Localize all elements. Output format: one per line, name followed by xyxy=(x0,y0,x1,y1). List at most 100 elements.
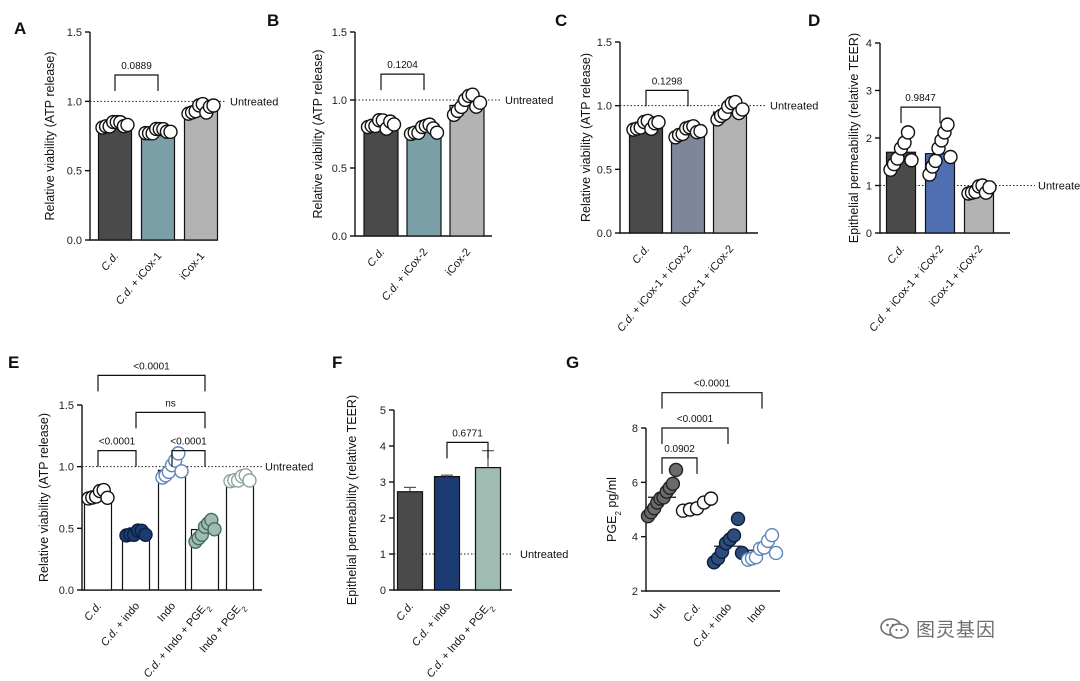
data-point xyxy=(163,124,178,140)
bar xyxy=(183,109,219,241)
p-value-label: 0.0889 xyxy=(121,61,152,72)
y-tick-label: 8 xyxy=(632,423,638,435)
panel-label: A xyxy=(14,19,26,38)
category-label: C.d. + iCox-1 xyxy=(114,250,165,307)
y-tick-label: 2 xyxy=(380,513,386,525)
y-tick-label: 0 xyxy=(866,228,872,240)
significance-bracket xyxy=(97,450,137,467)
panel-A: A 0.0 0.5 1.0 1.5 Relative viability (ATP rel… xyxy=(14,19,278,307)
bar xyxy=(121,532,151,591)
data-point xyxy=(730,511,746,527)
bar xyxy=(474,467,502,591)
bar xyxy=(628,125,664,234)
significance-bracket xyxy=(114,74,159,91)
data-point xyxy=(764,527,780,543)
significance-bracket xyxy=(661,392,763,409)
data-point xyxy=(386,117,402,132)
y-tick-label: 0.5 xyxy=(332,163,347,175)
wechat-icon xyxy=(880,617,909,639)
watermark-text: 图灵基因 xyxy=(916,619,997,641)
p-value-label: 0.1298 xyxy=(652,76,683,87)
significance-bracket xyxy=(380,73,425,91)
panel-label: C xyxy=(555,11,567,30)
y-tick-label: 1.0 xyxy=(59,462,74,474)
bar xyxy=(406,129,442,237)
category-label: Indo xyxy=(745,601,768,625)
data-point xyxy=(207,522,222,537)
significance-bracket xyxy=(661,427,729,444)
panel-label: D xyxy=(808,11,820,30)
category-label: C.d. xyxy=(681,601,703,624)
panel-label: E xyxy=(8,353,19,372)
bar xyxy=(225,478,255,591)
data-point xyxy=(726,528,742,543)
significance-bracket xyxy=(171,450,206,467)
category-label: iCox-2 xyxy=(444,246,474,278)
y-tick-label: 0.5 xyxy=(597,164,612,176)
y-axis-label: Epithelial permeability (relative TEER) xyxy=(847,33,861,243)
data-point xyxy=(100,490,115,505)
y-tick-label: 0.5 xyxy=(59,523,74,535)
category-label: Unt xyxy=(648,601,668,622)
bar xyxy=(83,494,113,591)
data-point xyxy=(206,98,221,113)
reference-label: Untreated xyxy=(230,96,278,108)
y-tick-label: 5 xyxy=(380,405,386,417)
data-point xyxy=(665,476,681,492)
category-label: C.d. xyxy=(885,243,907,266)
data-point xyxy=(982,180,997,195)
data-point xyxy=(768,545,784,561)
significance-bracket xyxy=(645,89,689,107)
reference-label: Untreated xyxy=(505,95,553,107)
data-point xyxy=(668,462,684,478)
data-point xyxy=(735,102,750,117)
category-label: C.d. xyxy=(365,246,387,269)
reference-label: Untreated xyxy=(265,462,313,474)
y-tick-label: 1.5 xyxy=(59,400,74,412)
y-axis-label: PGE2 pg/ml xyxy=(605,477,623,542)
significance-bracket xyxy=(900,106,941,124)
category-label: Indo xyxy=(155,600,178,624)
y-tick-label: 1 xyxy=(866,181,872,193)
p-value-label: <0.0001 xyxy=(170,437,207,448)
y-tick-label: 1.0 xyxy=(67,96,82,108)
data-point xyxy=(120,117,135,133)
data-point xyxy=(943,149,958,165)
bar xyxy=(712,111,748,234)
bar xyxy=(363,123,399,237)
data-point xyxy=(171,446,186,461)
bar xyxy=(396,491,424,591)
y-tick-label: 0 xyxy=(380,585,386,597)
bar xyxy=(924,153,956,234)
panel-label: B xyxy=(267,11,279,30)
data-point xyxy=(174,464,189,479)
category-label: C.d. xyxy=(630,243,652,266)
y-tick-label: 2 xyxy=(632,586,638,598)
bar xyxy=(433,476,461,591)
y-tick-label: 1 xyxy=(380,549,386,561)
data-point xyxy=(703,491,719,506)
data-point xyxy=(693,123,708,139)
y-axis-label: Epithelial permeability (relative TEER) xyxy=(345,395,359,605)
category-label: C.d. + iCox-2 xyxy=(380,246,431,303)
p-value-label: <0.0001 xyxy=(677,414,714,425)
y-tick-label: 0.0 xyxy=(597,228,612,240)
p-value-label: 0.9847 xyxy=(905,93,936,104)
p-value-label: <0.0001 xyxy=(694,379,731,390)
panel-F: F 0 1 2 3 4 5 Epithelial permeability (relative… xyxy=(332,353,568,680)
significance-bracket xyxy=(661,457,698,474)
reference-label: Untreated xyxy=(520,549,568,561)
y-tick-label: 1.5 xyxy=(67,27,82,39)
y-tick-label: 6 xyxy=(632,477,638,489)
p-value-label: 0.6771 xyxy=(452,428,483,439)
bar xyxy=(449,104,485,237)
bar xyxy=(670,131,706,234)
reference-label: Untreated xyxy=(1038,181,1080,193)
y-tick-label: 3 xyxy=(380,477,386,489)
y-tick-label: 1.5 xyxy=(597,37,612,49)
bar xyxy=(140,131,176,241)
category-label: C.d. + indo xyxy=(410,600,454,649)
y-axis-label: Relative viability (ATP release) xyxy=(43,51,57,220)
p-value-label: 0.1204 xyxy=(387,60,418,71)
y-tick-label: 4 xyxy=(632,532,638,544)
